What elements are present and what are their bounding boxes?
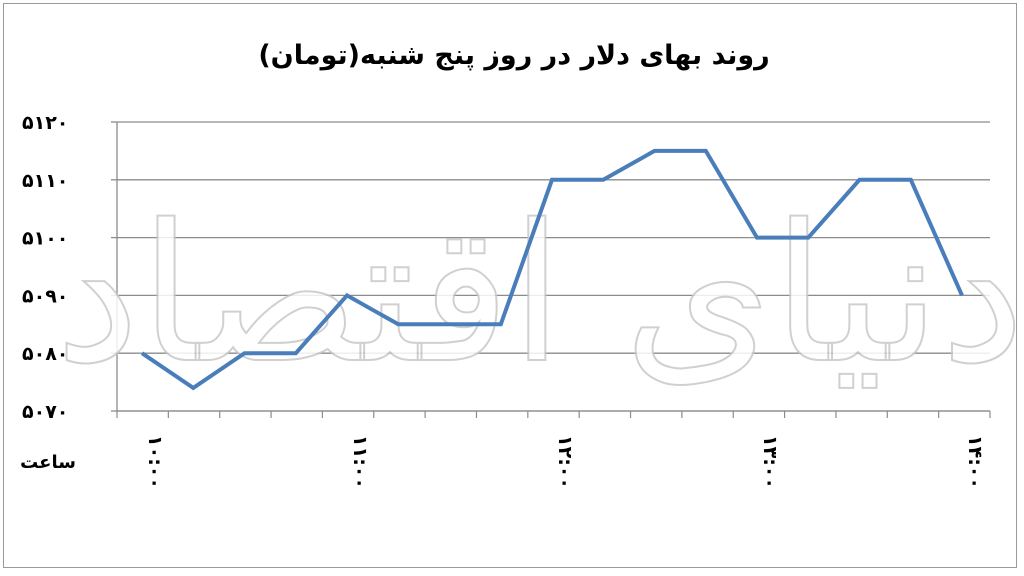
y-tick-label: ۵۱۰۰ <box>22 228 68 250</box>
x-tick-label: ۱۴:۰۰ <box>964 435 986 489</box>
y-tick-label: ۵۱۲۰ <box>22 112 68 134</box>
x-tick-label: ۱۲:۰۰ <box>554 435 576 489</box>
x-axis: ۱۰:۰۰ ۱۱:۰۰ ۱۲:۰۰ ۱۳:۰۰ ۱۴:۰۰ <box>116 410 991 489</box>
x-tick-label: ۱۱:۰۰ <box>349 435 371 489</box>
x-tick-label: ۱۰:۰۰ <box>144 435 166 489</box>
y-tick-label: ۵۰۸۰ <box>22 343 68 365</box>
y-tick-label: ۵۰۷۰ <box>22 401 68 423</box>
chart-title: روند بهای دلار در روز پنج شنبه(تومان) <box>258 40 769 71</box>
y-tick-label: ۵۰۹۰ <box>22 285 68 307</box>
y-tick-label: ۵۱۱۰ <box>22 170 68 192</box>
x-axis-label: ساعت <box>20 452 76 473</box>
x-tick-label: ۱۳:۰۰ <box>759 435 781 489</box>
chart-frame <box>3 3 1017 568</box>
series-group <box>140 148 964 391</box>
y-axis: ۵۱۲۰ ۵۱۱۰ ۵۱۰۰ ۵۰۹۰ ۵۰۸۰ ۵۰۷۰ <box>22 112 118 423</box>
